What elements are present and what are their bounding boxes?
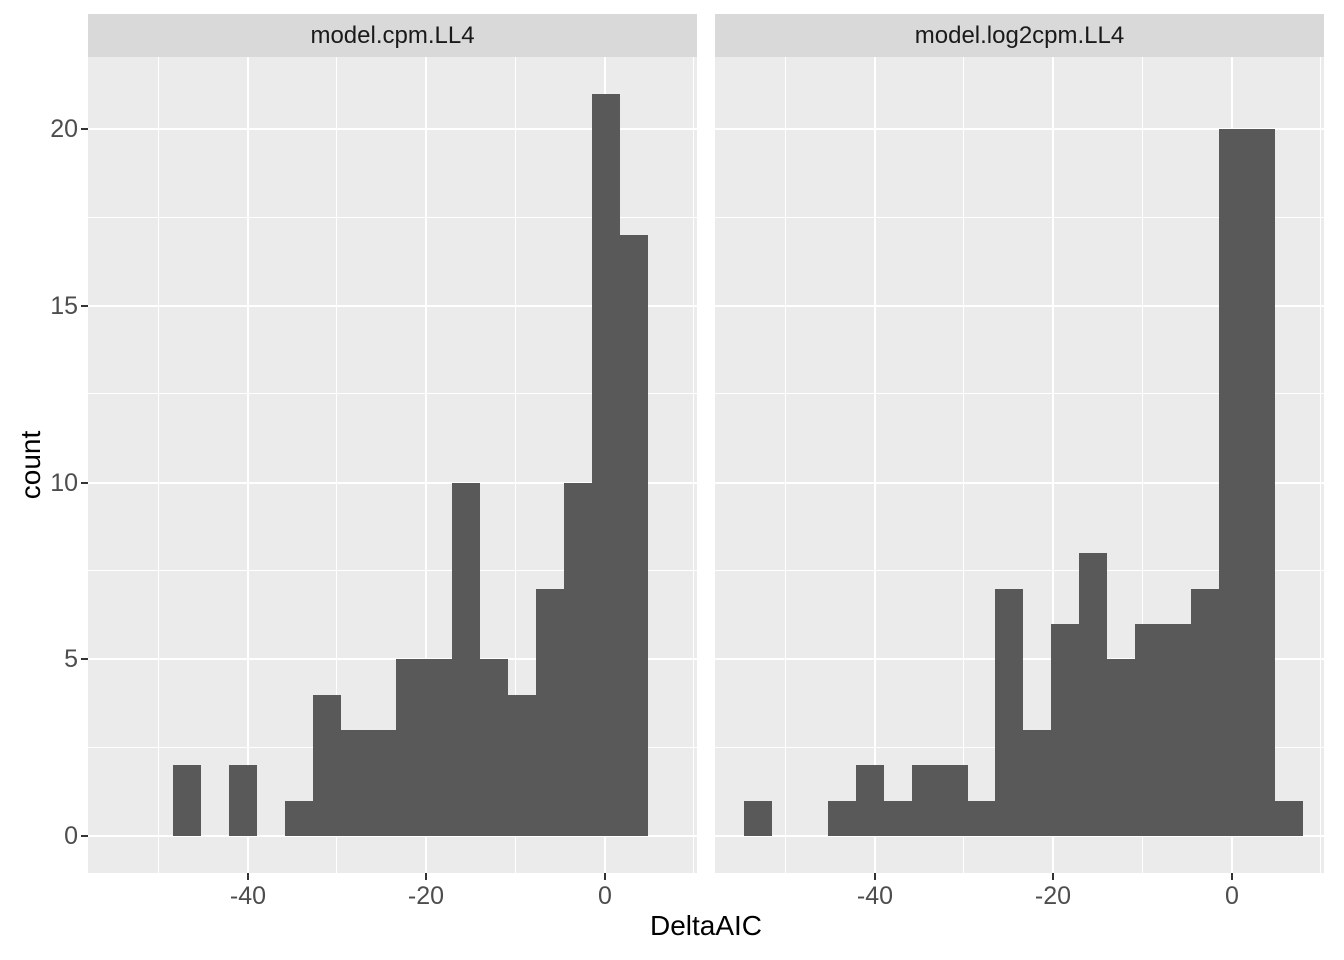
y-tick-label: 15 <box>50 292 78 320</box>
histogram-bar <box>452 483 480 836</box>
histogram-bar <box>285 801 313 836</box>
histogram-bar <box>229 765 257 836</box>
histogram-bar <box>564 483 592 836</box>
histogram-bar <box>173 765 201 836</box>
histogram-bar <box>1023 730 1051 836</box>
y-minor-gridline <box>715 570 1324 571</box>
x-tick-label: -20 <box>407 882 445 910</box>
histogram-bar <box>1275 801 1303 836</box>
histogram-bar <box>1247 129 1275 836</box>
x-tick-mark <box>1231 873 1233 880</box>
x-minor-gridline <box>1320 57 1321 873</box>
y-major-gridline <box>88 482 697 484</box>
x-major-gridline <box>1052 57 1054 873</box>
y-minor-gridline <box>88 217 697 218</box>
x-minor-gridline <box>785 57 786 873</box>
facet-strip-label: model.cpm.LL4 <box>310 21 475 49</box>
y-tick-label: 20 <box>50 115 78 143</box>
histogram-bar <box>396 659 424 836</box>
x-major-gridline <box>874 57 876 873</box>
histogram-bar <box>508 695 536 836</box>
x-minor-gridline <box>1142 57 1143 873</box>
y-major-gridline <box>88 128 697 130</box>
facet-strip: model.log2cpm.LL4 <box>715 14 1324 57</box>
y-tick-label: 10 <box>50 469 78 497</box>
x-minor-gridline <box>158 57 159 873</box>
histogram-bar <box>856 765 884 836</box>
y-major-gridline <box>715 305 1324 307</box>
histogram-bar <box>620 235 648 836</box>
histogram-bar <box>995 589 1023 836</box>
x-tick-mark <box>247 873 249 880</box>
y-tick-mark <box>81 835 88 837</box>
x-tick-mark <box>1052 873 1054 880</box>
y-tick-mark <box>81 128 88 130</box>
x-minor-gridline <box>515 57 516 873</box>
x-tick-label: -40 <box>229 882 267 910</box>
y-major-gridline <box>715 482 1324 484</box>
histogram-bar <box>1191 589 1219 836</box>
y-major-gridline <box>88 835 697 837</box>
histogram-bar <box>313 695 341 836</box>
y-tick-mark <box>81 482 88 484</box>
histogram-bar <box>341 730 368 836</box>
histogram-bar <box>828 801 856 836</box>
histogram-bar <box>1079 553 1107 836</box>
x-major-gridline <box>247 57 249 873</box>
panel-2 <box>715 57 1324 873</box>
x-tick-label: 0 <box>1225 882 1239 910</box>
histogram-bar <box>940 765 968 836</box>
histogram-bar <box>424 659 452 836</box>
y-tick-label: 0 <box>64 822 78 850</box>
histogram-bar <box>912 765 940 836</box>
histogram-bar <box>592 94 620 836</box>
histogram-bar <box>480 659 508 836</box>
facet-strip-label: model.log2cpm.LL4 <box>914 21 1125 49</box>
facet-strip: model.cpm.LL4 <box>88 14 697 57</box>
y-major-gridline <box>715 835 1324 837</box>
histogram-bar <box>1051 624 1079 836</box>
y-tick-label: 5 <box>64 645 78 673</box>
x-axis-title: DeltaAIC <box>649 910 763 941</box>
panel-1 <box>88 57 697 873</box>
histogram-bar <box>368 730 396 836</box>
x-tick-mark <box>874 873 876 880</box>
x-minor-gridline <box>693 57 694 873</box>
y-minor-gridline <box>715 393 1324 394</box>
histogram-bar <box>536 589 564 836</box>
y-minor-gridline <box>715 217 1324 218</box>
y-minor-gridline <box>88 570 697 571</box>
y-axis-title: count <box>15 430 46 500</box>
x-minor-gridline <box>336 57 337 873</box>
x-minor-gridline <box>963 57 964 873</box>
y-major-gridline <box>88 305 697 307</box>
x-tick-mark <box>425 873 427 880</box>
y-major-gridline <box>88 658 697 660</box>
histogram-bar <box>1135 624 1163 836</box>
y-tick-mark <box>81 658 88 660</box>
y-major-gridline <box>715 128 1324 130</box>
x-tick-label: 0 <box>598 882 612 910</box>
histogram-bar <box>1107 659 1135 836</box>
x-major-gridline <box>425 57 427 873</box>
x-tick-label: -40 <box>856 882 894 910</box>
histogram-bar <box>744 801 772 836</box>
histogram-bar <box>1163 624 1191 836</box>
histogram-bar <box>884 801 912 836</box>
x-tick-label: -20 <box>1034 882 1072 910</box>
x-tick-mark <box>604 873 606 880</box>
histogram-bar <box>1219 129 1247 836</box>
histogram-bar <box>968 801 995 836</box>
y-minor-gridline <box>88 393 697 394</box>
y-tick-mark <box>81 305 88 307</box>
